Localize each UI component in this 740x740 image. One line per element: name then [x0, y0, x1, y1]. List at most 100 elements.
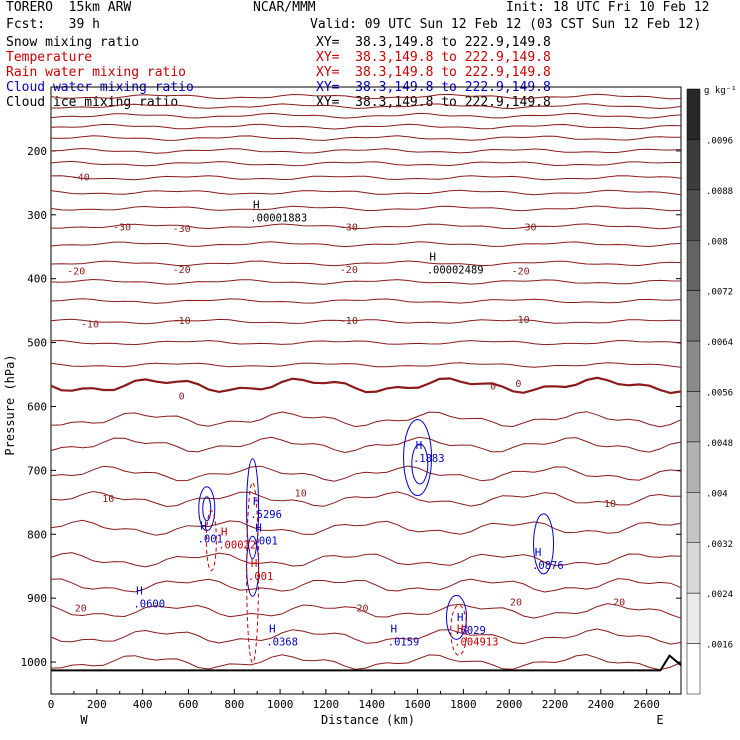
cloud-water-contour: [246, 535, 260, 597]
max-marker: H: [429, 251, 436, 264]
colorbar-swatch: [686, 391, 701, 443]
colorbar-label: .0032: [706, 540, 733, 550]
colorbar-swatch: [686, 643, 701, 695]
max-marker: H: [457, 623, 464, 636]
isotherm: [50, 123, 682, 130]
x-axis-label: Distance (km): [321, 713, 415, 727]
cloud-water-contour: [533, 513, 555, 575]
isotherm: [50, 147, 682, 154]
field-xy: XY= 38.3,149.8 to 222.9,149.8: [316, 35, 551, 50]
isotherm-label: 10: [604, 499, 616, 510]
x-tick-label: 200: [87, 698, 107, 711]
isotherm: [50, 260, 682, 267]
max-value: .001: [253, 536, 278, 548]
forecast-hour: Fcst: 39 h: [6, 17, 100, 32]
x-tick-label: 800: [224, 698, 244, 711]
max-marker: H: [251, 557, 258, 570]
cloud-water-contour: [202, 496, 212, 522]
field-xy: XY= 38.3,149.8 to 222.9,149.8: [316, 65, 551, 80]
colorbar-label: .0088: [706, 187, 733, 197]
max-value: .00002489: [427, 265, 484, 277]
isotherm: [50, 519, 682, 536]
y-tick-label: 900: [27, 592, 47, 605]
isotherm: [50, 436, 682, 454]
isotherm: [50, 241, 682, 248]
max-value: .5296: [250, 509, 282, 521]
max-value: .6029: [454, 625, 486, 637]
max-marker: H: [535, 546, 542, 559]
field-xy: XY= 38.3,149.8 to 222.9,149.8: [316, 50, 551, 65]
isotherm: [50, 376, 682, 395]
x-tick-label: 600: [179, 698, 199, 711]
y-tick-label: 500: [27, 337, 47, 350]
isotherm: [51, 223, 682, 230]
y-tick-label: 800: [27, 528, 47, 541]
colorbar-label: .0064: [706, 338, 733, 348]
max-marker: H: [253, 495, 260, 508]
x-tick-label: 1600: [404, 698, 431, 711]
isotherm: [50, 339, 682, 346]
colorbar-label: .004: [706, 489, 728, 499]
field-name: Snow mixing ratio: [6, 35, 140, 50]
rain-water-contour: [246, 482, 260, 664]
y-tick-label: 200: [27, 145, 47, 158]
isotherm-label: 20: [357, 604, 369, 615]
max-marker: H: [200, 520, 207, 533]
colorbar-label: .0016: [706, 641, 733, 651]
isotherm: [50, 112, 682, 119]
isotherm-label: -10: [512, 315, 530, 326]
plot-frame: [50, 86, 682, 695]
isotherm: [50, 93, 682, 100]
isotherm: [50, 135, 682, 141]
max-value: .00001883: [250, 212, 307, 224]
isotherm-label: -30: [113, 222, 131, 233]
colorbar-swatch: [686, 592, 701, 644]
colorbar-swatch: [686, 492, 701, 544]
contour-layer: [50, 93, 682, 672]
colorbar-swatch: [686, 240, 701, 291]
contour-labels: -40 -30 -30 -30 -30 -20 -20 -20 -20 -10 -10 -10 -10 0…: [67, 172, 625, 648]
isotherm-label: 0: [179, 392, 185, 403]
field-name: Rain water mixing ratio: [6, 65, 187, 80]
colorbar-label: .0096: [706, 136, 733, 146]
max-value: .0600: [133, 598, 165, 610]
colorbar-swatch: [686, 441, 701, 493]
cloud-water-contour: [246, 458, 260, 560]
center-title: NCAR/MMM: [253, 0, 316, 15]
max-value: .001: [248, 571, 273, 583]
model-title: TORERO 15km ARW: [6, 0, 132, 15]
isotherm-label: 10: [102, 494, 114, 505]
isotherm-label: -20: [67, 266, 85, 277]
isotherm-label: 0: [515, 379, 521, 390]
isotherm: [50, 175, 682, 181]
max-value: .0368: [266, 637, 298, 649]
colorbar-swatch: [686, 290, 701, 342]
x-tick-label: 1200: [313, 698, 340, 711]
isotherm-label: -10: [81, 319, 99, 330]
rain-water-contour: [205, 510, 217, 572]
x-tick-label: 2200: [542, 698, 569, 711]
y-tick-label: 700: [27, 464, 47, 477]
max-marker: H: [457, 611, 464, 624]
max-value: .0876: [532, 560, 564, 572]
isotherm-label: -20: [340, 265, 358, 276]
isotherm: [50, 298, 682, 304]
cloud-water-contour: [445, 594, 467, 640]
colorbar-swatch: [686, 340, 701, 392]
terrain-line: [51, 654, 682, 672]
cloud-water-contour: [411, 443, 429, 485]
colorbar-swatch: [686, 139, 701, 191]
isotherm-label: -10: [340, 316, 358, 327]
x-tick-label: 2000: [496, 698, 523, 711]
y-tick-label: 300: [27, 209, 47, 222]
max-value: .1883: [413, 453, 445, 465]
init-time: Init: 18 UTC Fri 10 Feb 12: [506, 0, 710, 15]
x-tick-label: 400: [133, 698, 153, 711]
max-marker: H: [136, 584, 143, 597]
isotherm: [50, 490, 682, 508]
isotherm-label: 20: [75, 604, 87, 615]
max-marker: H: [269, 623, 276, 636]
isotherm: [50, 362, 682, 368]
x-tick-label: 1800: [450, 698, 477, 711]
